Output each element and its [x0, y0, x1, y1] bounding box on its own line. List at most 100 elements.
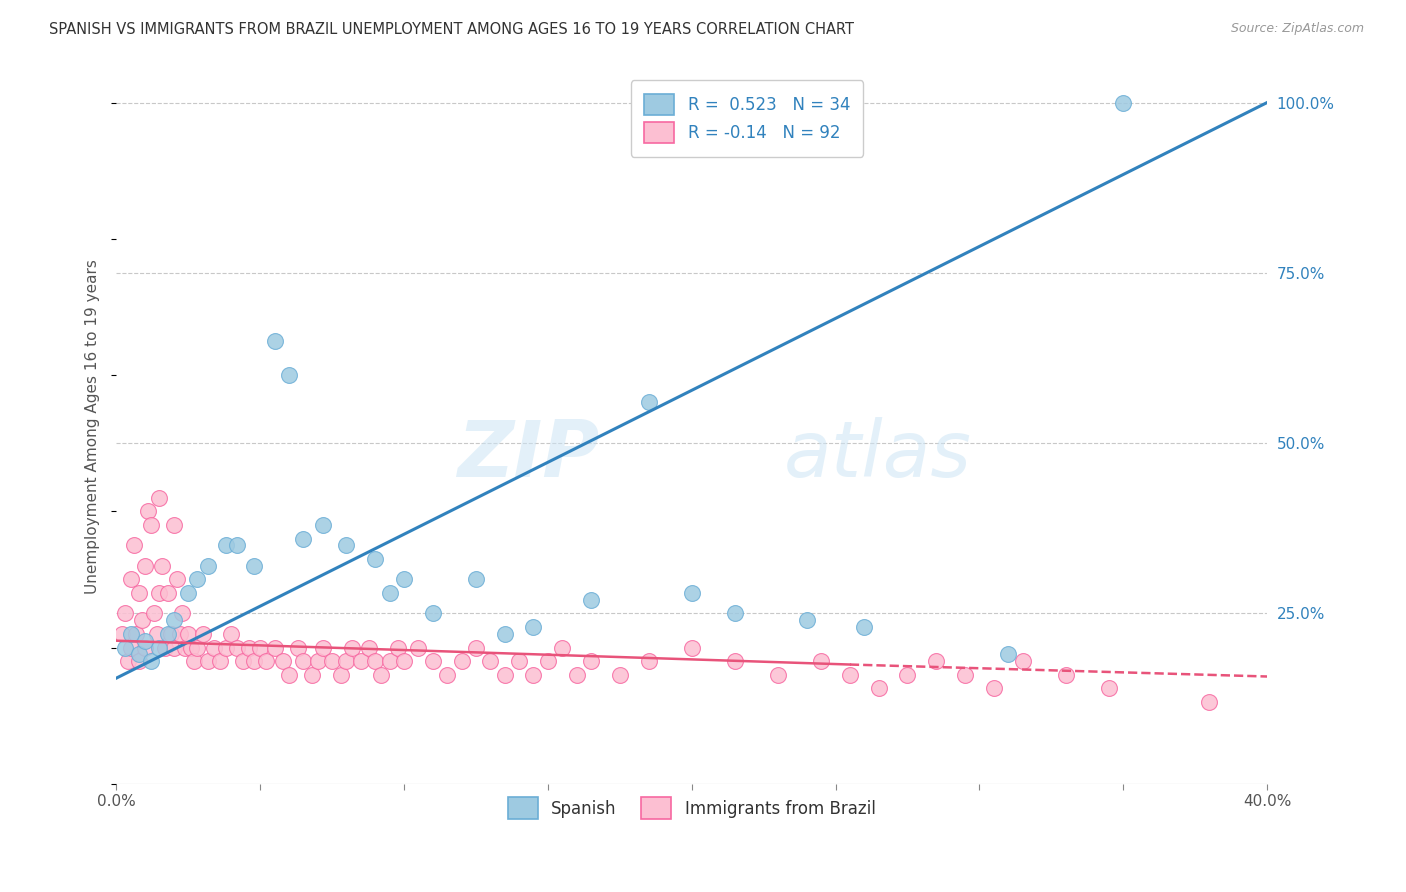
Point	[214, 538, 236, 552]
Point	[565, 667, 588, 681]
Point	[637, 395, 659, 409]
Point	[983, 681, 1005, 696]
Point	[522, 667, 544, 681]
Point	[177, 627, 200, 641]
Point	[114, 640, 136, 655]
Point	[796, 613, 818, 627]
Point	[579, 592, 602, 607]
Point	[136, 504, 159, 518]
Point	[378, 654, 401, 668]
Point	[232, 654, 254, 668]
Point	[243, 654, 266, 668]
Point	[148, 491, 170, 505]
Point	[139, 654, 162, 668]
Point	[180, 640, 202, 655]
Point	[172, 607, 194, 621]
Point	[1098, 681, 1121, 696]
Point	[202, 640, 225, 655]
Point	[134, 640, 156, 655]
Point	[408, 640, 430, 655]
Point	[183, 654, 205, 668]
Point	[163, 613, 186, 627]
Point	[364, 654, 387, 668]
Text: SPANISH VS IMMIGRANTS FROM BRAZIL UNEMPLOYMENT AMONG AGES 16 TO 19 YEARS CORRELA: SPANISH VS IMMIGRANTS FROM BRAZIL UNEMPL…	[49, 22, 855, 37]
Point	[292, 532, 315, 546]
Point	[120, 627, 142, 641]
Point	[464, 640, 486, 655]
Point	[145, 627, 167, 641]
Point	[263, 334, 285, 348]
Point	[392, 573, 415, 587]
Text: atlas: atlas	[783, 417, 972, 492]
Point	[169, 627, 191, 641]
Point	[766, 667, 789, 681]
Point	[350, 654, 373, 668]
Point	[370, 667, 392, 681]
Point	[1112, 95, 1135, 110]
Point	[160, 627, 183, 641]
Point	[197, 654, 219, 668]
Point	[479, 654, 502, 668]
Text: Source: ZipAtlas.com: Source: ZipAtlas.com	[1230, 22, 1364, 36]
Point	[810, 654, 832, 668]
Point	[128, 648, 150, 662]
Point	[681, 586, 703, 600]
Point	[139, 517, 162, 532]
Point	[120, 640, 142, 655]
Point	[191, 627, 214, 641]
Point	[122, 538, 145, 552]
Point	[1198, 695, 1220, 709]
Point	[163, 640, 186, 655]
Point	[271, 654, 294, 668]
Point	[312, 640, 335, 655]
Point	[238, 640, 260, 655]
Point	[117, 654, 139, 668]
Point	[263, 640, 285, 655]
Point	[177, 586, 200, 600]
Point	[953, 667, 976, 681]
Point	[387, 640, 409, 655]
Text: ZIP: ZIP	[457, 417, 599, 492]
Point	[724, 654, 747, 668]
Point	[422, 607, 444, 621]
Point	[128, 654, 150, 668]
Point	[537, 654, 560, 668]
Point	[221, 627, 243, 641]
Point	[174, 640, 197, 655]
Point	[609, 667, 631, 681]
Point	[142, 607, 165, 621]
Point	[163, 517, 186, 532]
Point	[637, 654, 659, 668]
Point	[494, 667, 516, 681]
Point	[243, 558, 266, 573]
Point	[335, 654, 357, 668]
Point	[1054, 667, 1077, 681]
Point	[157, 627, 180, 641]
Point	[249, 640, 271, 655]
Point	[226, 640, 249, 655]
Point	[148, 640, 170, 655]
Point	[925, 654, 948, 668]
Point	[896, 667, 918, 681]
Point	[422, 654, 444, 668]
Point	[287, 640, 309, 655]
Point	[997, 648, 1019, 662]
Point	[148, 586, 170, 600]
Point	[254, 654, 277, 668]
Point	[378, 586, 401, 600]
Point	[450, 654, 472, 668]
Point	[292, 654, 315, 668]
Point	[120, 573, 142, 587]
Point	[838, 667, 860, 681]
Point	[277, 368, 299, 382]
Point	[335, 538, 357, 552]
Point	[111, 627, 134, 641]
Point	[214, 640, 236, 655]
Point	[301, 667, 323, 681]
Point	[128, 586, 150, 600]
Point	[226, 538, 249, 552]
Point	[1011, 654, 1033, 668]
Point	[392, 654, 415, 668]
Point	[186, 640, 208, 655]
Point	[114, 607, 136, 621]
